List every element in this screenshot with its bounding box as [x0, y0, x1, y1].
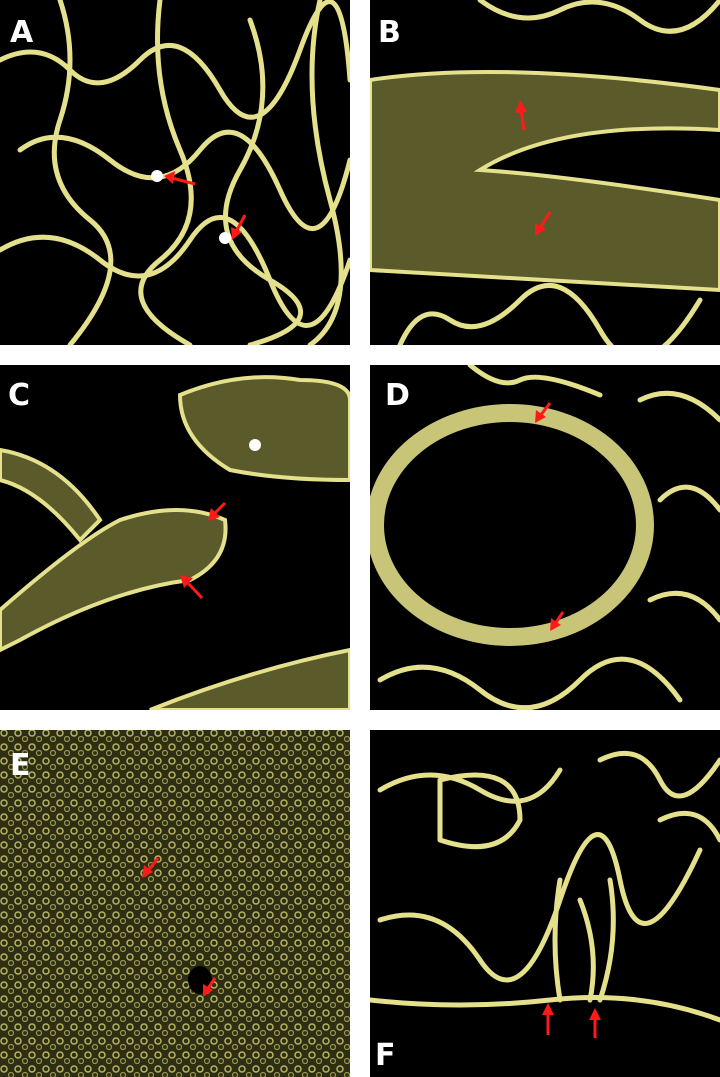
- panel-label: C: [8, 378, 30, 413]
- panel-c: [0, 365, 350, 710]
- panel-label: E: [10, 748, 31, 783]
- panel-f: [370, 730, 720, 1077]
- panel-a: [0, 0, 350, 345]
- panel-e: [0, 730, 350, 1077]
- panel-label: D: [385, 378, 410, 413]
- panel-d: [370, 365, 720, 710]
- panel-b: [370, 0, 720, 345]
- panel-label: F: [375, 1038, 396, 1073]
- panel-label: B: [378, 15, 401, 50]
- panel-label: A: [10, 15, 34, 50]
